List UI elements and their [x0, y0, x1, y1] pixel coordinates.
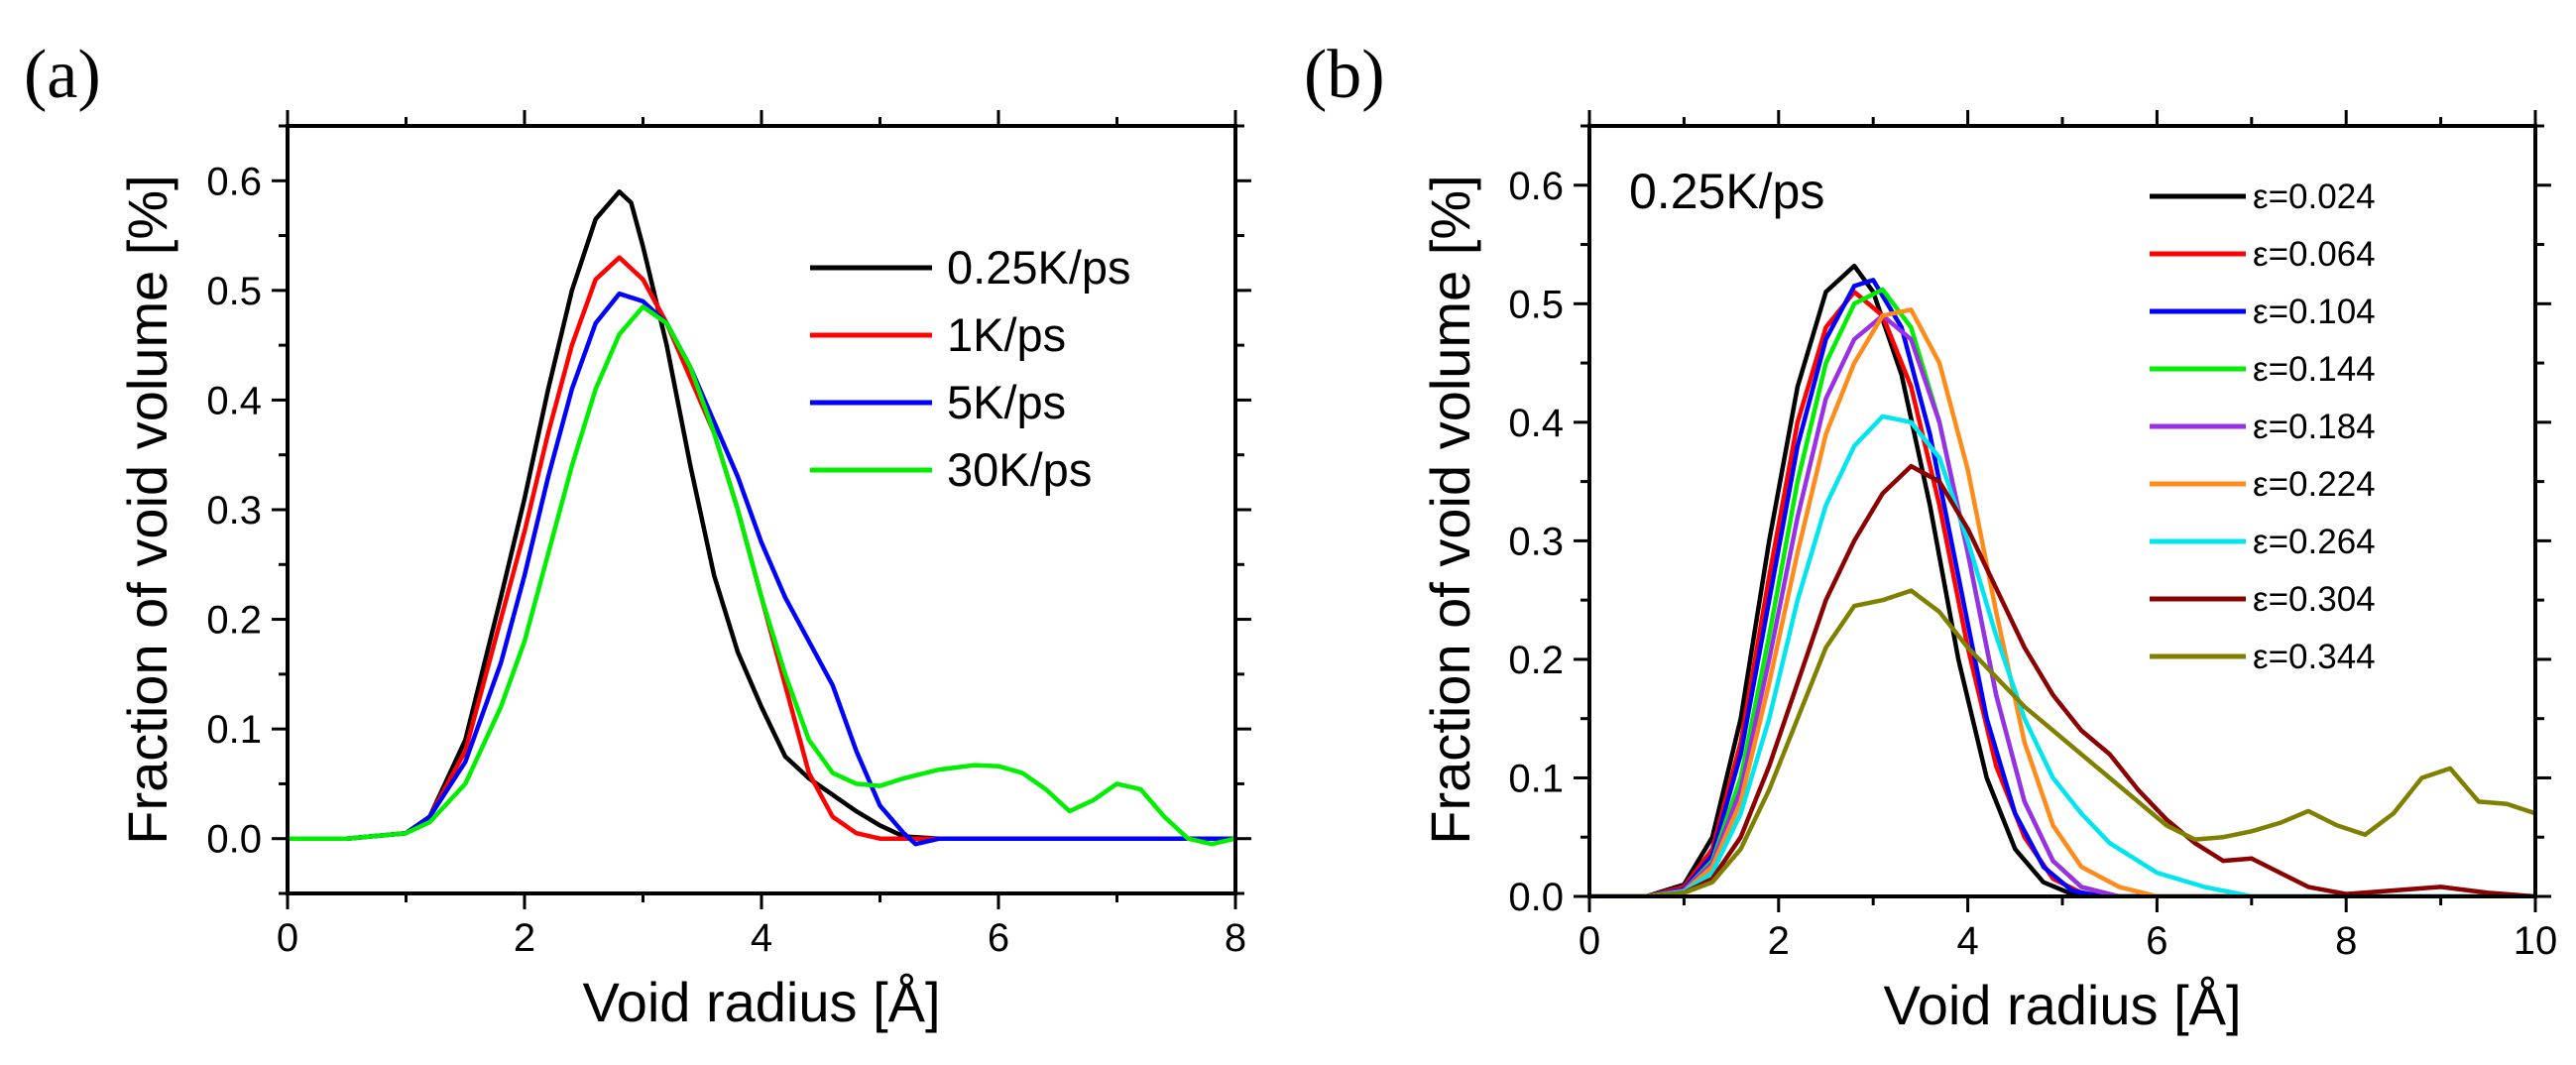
panel-b-legend-label: ε=0.184	[2253, 408, 2376, 446]
panel-b-y-tick-label: 0.4	[1508, 402, 1564, 445]
panel-b-series-line-9	[1589, 588, 2535, 896]
panel-b-x-tick-label: 8	[2335, 919, 2357, 963]
panel-a-legend-label: 0.25K/ps	[947, 241, 1131, 294]
panel-b-condition-label: 0.25K/ps	[1629, 164, 1824, 219]
panel-a-x-tick-label: 2	[514, 916, 535, 960]
panel-b-legend-label: ε=0.064	[2253, 235, 2376, 274]
panel-a-y-tick-label: 0.1	[206, 708, 262, 752]
panel-b-series-line-4	[1589, 287, 2535, 896]
panel-b-series-line-6	[1589, 307, 2535, 896]
panel-b-legend-label: ε=0.104	[2253, 293, 2376, 331]
panel-a-legend: 0.25K/ps 1K/ps 5K/ps 30K/ps	[810, 241, 1131, 496]
panel-b-y-tick-label: 0.6	[1508, 165, 1564, 208]
panel-b-legend-label: ε=0.224	[2253, 465, 2376, 504]
panel-b-legend-label: ε=0.264	[2253, 523, 2376, 561]
panel-a-series-line-4	[288, 304, 1235, 847]
panel-b-x-tick-label: 6	[2146, 919, 2167, 963]
panel-b-x-tick-label: 2	[1768, 919, 1790, 963]
panel-b-legend: ε=0.024 ε=0.064 ε=0.104 ε=0.144 ε=0.184 ε=0.2…	[2150, 178, 2376, 676]
panel-a-x-tick-label: 8	[1225, 916, 1246, 960]
panel-a-x-axis-title: Void radius [Å]	[582, 971, 940, 1033]
panel-a-series-line-3	[288, 291, 1235, 847]
panel-a-y-tick-label: 0.4	[206, 379, 262, 422]
panel-a-y-axis-title: Fraction of void volume [%]	[116, 175, 178, 844]
panel-b-x-tick-label: 4	[1956, 919, 1978, 963]
panel-a-legend-label: 30K/ps	[947, 443, 1092, 496]
panel-b-y-tick-label: 0.2	[1508, 639, 1564, 682]
panel-b-series-line-8	[1589, 463, 2535, 896]
panel-a-plot: 0 2 4 6 8 0.0 0.1 0.2 0.3 0.4 0.5 0.6 Void radius [Å…	[116, 110, 1251, 1033]
panel-a-series-line-1	[288, 189, 1235, 841]
panel-a-x-tick-label: 4	[751, 916, 772, 960]
panel-a: (a) 0 2 4 6 8 0.0 0.1 0.2 0.3 0.4 0.5 0.6 Void radiu…	[24, 37, 1251, 1033]
panel-a-y-tick-label: 0.0	[206, 818, 262, 862]
panel-b: (b) 0 2 4 6 8 10 0.0 0.1 0.2 0.3 0.4 0.5 0.6 Void rad…	[1304, 37, 2557, 1036]
panel-b-y-axis-title: Fraction of void volume [%]	[1419, 175, 1481, 844]
panel-b-plot: 0 2 4 6 8 10 0.0 0.1 0.2 0.3 0.4 0.5 0.6 Void radius …	[1419, 110, 2557, 1036]
panel-b-series-line-7	[1589, 414, 2535, 896]
panel-b-x-axis-title: Void radius [Å]	[1883, 974, 2241, 1036]
panel-a-x-tick-label: 0	[277, 916, 298, 960]
panel-a-y-tick-label: 0.2	[206, 599, 262, 643]
panel-a-y-tick-label: 0.6	[206, 160, 262, 203]
panel-a-legend-label: 1K/ps	[947, 308, 1066, 361]
panel-a-label: (a)	[24, 37, 101, 113]
panel-b-legend-label: ε=0.344	[2253, 638, 2376, 676]
panel-a-series-group	[288, 189, 1235, 847]
panel-a-y-tick-label: 0.5	[206, 270, 262, 313]
panel-b-series-line-5	[1589, 313, 2535, 896]
panel-a-y-tick-label: 0.3	[206, 489, 262, 532]
panel-b-legend-label: ε=0.024	[2253, 178, 2376, 216]
panel-b-series-group	[1589, 263, 2535, 896]
panel-b-legend-label: ε=0.144	[2253, 350, 2376, 389]
panel-b-legend-label: ε=0.304	[2253, 580, 2376, 619]
panel-b-label: (b)	[1304, 37, 1385, 113]
panel-b-x-tick-label: 10	[2514, 919, 2558, 963]
panel-b-y-tick-label: 0.0	[1508, 876, 1564, 919]
panel-a-legend-label: 5K/ps	[947, 376, 1066, 428]
panel-b-y-tick-label: 0.3	[1508, 520, 1564, 563]
panel-b-x-tick-label: 0	[1579, 919, 1600, 963]
panel-b-y-tick-label: 0.1	[1508, 757, 1564, 800]
panel-a-x-tick-label: 6	[988, 916, 1009, 960]
panel-b-y-tick-label: 0.5	[1508, 283, 1564, 326]
panel-a-series-line-2	[288, 255, 1235, 841]
